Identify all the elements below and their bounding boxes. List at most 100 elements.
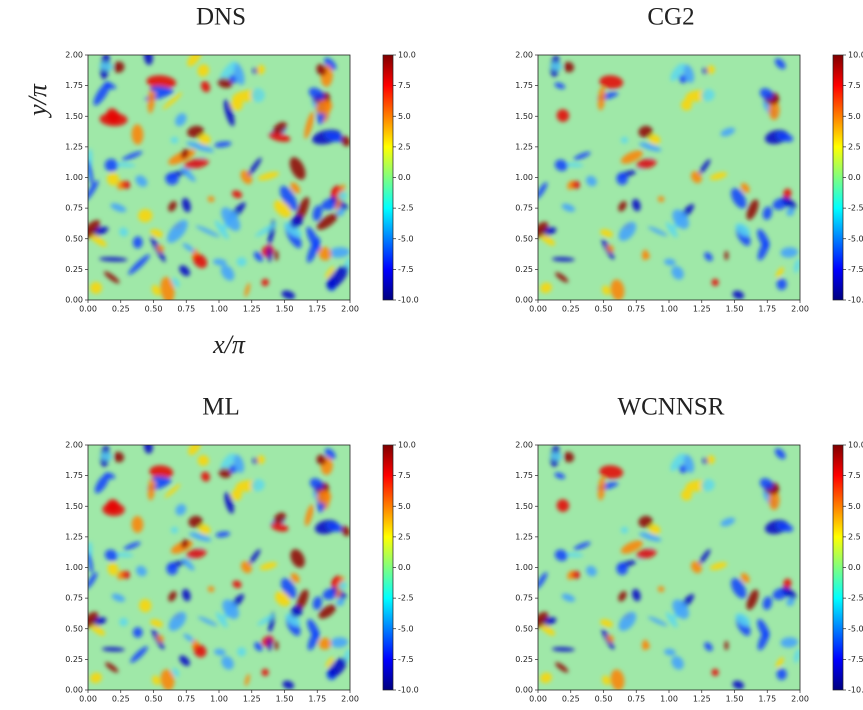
- x-tick-label: 1.75: [308, 305, 326, 314]
- field-blob: [780, 247, 798, 258]
- field-blob: [236, 257, 247, 267]
- field-blob: [290, 214, 303, 229]
- field-blob: [666, 222, 678, 238]
- y-tick-label: 1.75: [65, 81, 83, 90]
- colorbar-tick-label: 7.5: [848, 81, 861, 90]
- colorbar-tick-label: -7.5: [398, 655, 414, 664]
- field-blob: [775, 267, 784, 278]
- field-blob: [281, 578, 297, 599]
- colorbar-tick-label: -5.0: [398, 234, 414, 243]
- field-texture: [88, 445, 350, 690]
- y-tick-label: 1.75: [515, 81, 533, 90]
- x-tick-label: 1.50: [276, 695, 294, 704]
- field-blob: [182, 243, 195, 253]
- field-blob: [670, 63, 685, 82]
- y-tick-label: 0.50: [65, 234, 83, 243]
- field-blob: [149, 465, 174, 479]
- field-blob: [111, 593, 126, 602]
- y-tick-label: 0.75: [515, 204, 533, 213]
- field-blob: [255, 222, 278, 237]
- field-blob: [240, 561, 252, 574]
- field-blob: [152, 476, 172, 485]
- y-axis-label: y/π: [23, 83, 52, 119]
- x-tick-label: 2.00: [791, 695, 809, 704]
- y-tick-label: 0.50: [515, 624, 533, 633]
- field-blob: [638, 515, 653, 528]
- x-tick-label: 1.25: [243, 305, 261, 314]
- y-tick-label: 0.25: [515, 655, 533, 664]
- field-blob: [774, 448, 786, 460]
- field-blob: [318, 604, 337, 619]
- x-tick-label: 1.75: [758, 695, 776, 704]
- field-blob: [224, 492, 234, 514]
- colorbar-tick-label: -5.0: [848, 624, 863, 633]
- field-blob: [195, 225, 220, 238]
- field-blob: [731, 188, 747, 209]
- x-tick-label: 1.75: [758, 305, 776, 314]
- field-blob: [175, 504, 187, 516]
- colorbar-tick-label: 7.5: [398, 471, 411, 480]
- field-blob: [90, 281, 103, 294]
- colorbar-tick-label: 5.0: [848, 502, 861, 511]
- x-tick-label: 0.00: [529, 695, 547, 704]
- y-tick-label: 0.00: [515, 686, 533, 695]
- colorbar-tick-label: 2.5: [848, 142, 861, 151]
- field-blob: [709, 562, 728, 571]
- field-blob: [556, 499, 570, 512]
- x-tick-label: 1.50: [276, 305, 294, 314]
- field-blob: [101, 647, 125, 652]
- field-blob: [620, 526, 629, 534]
- field-blob: [610, 279, 625, 300]
- field-blob: [99, 112, 128, 127]
- field-blob: [699, 159, 711, 175]
- colorbar: [382, 54, 394, 301]
- field-blob: [740, 573, 750, 584]
- field-blob: [114, 552, 134, 558]
- x-tick-label: 1.00: [210, 695, 228, 704]
- y-tick-label: 0.75: [65, 594, 83, 603]
- field-blob: [586, 565, 597, 577]
- field-blob: [151, 284, 161, 296]
- field-blob: [572, 570, 580, 580]
- field-blob: [326, 522, 344, 532]
- colorbar-tick-label: 2.5: [848, 532, 861, 541]
- field-blob: [171, 277, 180, 288]
- field-blob: [214, 648, 226, 656]
- field-blob: [775, 657, 784, 668]
- field-blob: [180, 167, 196, 182]
- colorbar-tick-label: -5.0: [398, 624, 414, 633]
- field-blob: [732, 680, 745, 690]
- panel-title: WCNNSR: [618, 394, 725, 421]
- field-blob: [746, 589, 759, 611]
- colorbar-tick-label: -10.0: [848, 686, 863, 695]
- field-blob: [328, 247, 350, 258]
- field-blob: [616, 562, 628, 576]
- field-blob: [538, 611, 549, 630]
- field-blob: [711, 278, 719, 287]
- field-blob: [188, 532, 212, 542]
- field-blob: [256, 64, 266, 75]
- field-blob: [267, 638, 272, 652]
- field-blob: [88, 180, 99, 202]
- field-blob: [104, 549, 118, 562]
- field-blob: [776, 522, 794, 532]
- field-blob: [232, 62, 245, 85]
- field-blob: [198, 133, 211, 146]
- field-blob: [90, 672, 102, 684]
- field-blob: [274, 640, 279, 651]
- field-blob: [561, 203, 576, 212]
- x-tick-label: 0.75: [177, 695, 195, 704]
- field-blob: [618, 611, 637, 631]
- field-blob: [793, 258, 800, 274]
- field-blob: [328, 657, 347, 678]
- field-blob: [201, 471, 211, 482]
- field-blob: [268, 132, 291, 142]
- field-blob: [554, 549, 568, 562]
- field-blob: [586, 175, 597, 187]
- field-blob: [112, 162, 136, 168]
- field-blob: [316, 64, 327, 76]
- field-blob: [272, 121, 287, 135]
- field-blob: [556, 109, 570, 122]
- field-blob: [170, 136, 179, 144]
- field-blob: [618, 221, 637, 241]
